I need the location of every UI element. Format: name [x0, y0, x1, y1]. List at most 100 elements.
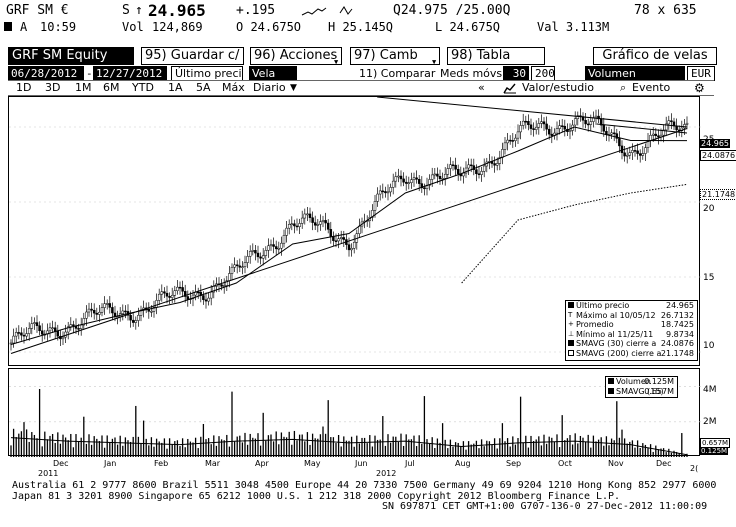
chevron-down-icon: ▼: [432, 58, 437, 66]
candle-body: [176, 286, 179, 291]
event-button[interactable]: Evento: [632, 81, 671, 94]
candle-body: [66, 326, 70, 333]
candle-body: [654, 133, 658, 136]
candle-body: [662, 129, 665, 136]
candle-body: [527, 120, 530, 126]
chevron-down-icon: ▼: [290, 83, 297, 93]
candle-body: [306, 213, 309, 216]
month-label: Mar: [205, 459, 221, 468]
candle-body: [423, 187, 426, 190]
legend-row-avg: + Promedio 18.7425: [566, 320, 697, 330]
candle-body: [243, 262, 247, 267]
legend-swatch-icon: [608, 387, 614, 394]
security-field[interactable]: GRF SM Equity: [8, 47, 134, 65]
candle-body: [615, 133, 619, 139]
period-3d[interactable]: 3D: [45, 81, 61, 94]
legend-value: 18.7425: [660, 320, 694, 330]
candle-body: [550, 133, 554, 136]
vol-legend-row-smavg: SMAVG (15) 0.657M: [606, 387, 677, 397]
candle-body: [644, 147, 647, 154]
period-1m[interactable]: 1M: [75, 81, 92, 94]
candle-body: [220, 284, 223, 287]
legend-label: Mínimo al 11/25/11: [576, 329, 654, 339]
sma30-tag: 24.0876: [700, 150, 736, 161]
candle-body: [464, 167, 468, 174]
lower-chart-select[interactable]: Volumen: [585, 66, 685, 81]
chevron-down-icon: ▼: [334, 58, 339, 66]
candle-body: [358, 225, 361, 234]
month-label: Sep: [506, 459, 522, 468]
month-label: Nov: [608, 459, 624, 468]
candle-body: [85, 311, 88, 319]
candle-body: [493, 163, 496, 166]
candle-body: [521, 120, 525, 126]
candle-body: [670, 120, 673, 123]
candle-body: [625, 154, 629, 157]
ticker-label: GRF SM €: [6, 3, 69, 18]
candle-body: [14, 332, 18, 337]
candle-body: [256, 252, 260, 258]
period-ytd[interactable]: YTD: [132, 81, 154, 94]
candle-body: [251, 250, 255, 252]
candle-body: [22, 334, 26, 337]
price-legend: Último precio 24.965 T Máximo al 10/05/1…: [565, 300, 698, 361]
change-menu-button[interactable]: 97) Camb: [350, 47, 440, 65]
candle-body: [319, 221, 322, 225]
end-date-input[interactable]: 12/27/2012: [93, 66, 167, 81]
table-button[interactable]: 98) Tabla: [447, 47, 545, 65]
candle-body: [254, 250, 257, 254]
sma200-tag: 21.1748: [700, 189, 736, 200]
value-study-button[interactable]: Valor/estudio: [522, 81, 594, 94]
candle-body: [303, 213, 307, 219]
start-date-input[interactable]: 06/28/2012: [8, 66, 84, 81]
candle-body: [397, 175, 400, 178]
candle-body: [95, 312, 99, 315]
legend-swatch-icon: [568, 349, 574, 356]
period-max[interactable]: Máx: [222, 81, 245, 94]
compare-button[interactable]: 11) Comparar: [359, 67, 436, 80]
volume-chart-panel[interactable]: Volumen 0.125M SMAVG (15) 0.657M: [8, 368, 701, 457]
candle-body: [168, 296, 171, 298]
candle-body: [404, 181, 408, 184]
legend-label: Último precio: [576, 301, 630, 310]
period-5a[interactable]: 5A: [196, 81, 211, 94]
price-chart-panel[interactable]: Último precio 24.965 T Máximo al 10/05/1…: [8, 96, 701, 366]
footer-line-3: SN 697871 CET GMT+1:00 G707-136-0 27-Dec…: [382, 501, 708, 512]
period-1d[interactable]: 1D: [16, 81, 32, 94]
chart-style-select[interactable]: Vela: [249, 66, 297, 81]
period-6m[interactable]: 6M: [103, 81, 120, 94]
candle-body: [675, 125, 678, 131]
mavg-period-2-input[interactable]: 200: [531, 66, 555, 81]
side-indicator: S: [122, 3, 130, 18]
candle-body: [573, 118, 577, 126]
candle-body: [100, 307, 104, 313]
candle-body: [597, 115, 600, 120]
candle-body: [137, 315, 140, 321]
bid-ask-size: 78 x 635: [634, 3, 697, 18]
currency-select[interactable]: EUR: [687, 66, 715, 81]
price-field-select[interactable]: Último preci: [171, 66, 243, 81]
candle-body: [155, 300, 158, 308]
price-chart: [9, 97, 701, 354]
candle-body: [82, 318, 86, 326]
candle-body: [371, 210, 374, 218]
candle-body: [311, 217, 314, 223]
candle-body: [540, 121, 543, 124]
candle-body: [298, 223, 301, 227]
candle-body: [272, 244, 275, 247]
candle-body: [61, 336, 65, 340]
legend-value: 24.965: [666, 301, 694, 310]
actions-menu-button[interactable]: 96) Acciones: [250, 47, 342, 65]
collapse-icon[interactable]: «: [478, 81, 485, 94]
mavg-period-1-input[interactable]: 30: [503, 66, 529, 81]
candle-body: [150, 311, 153, 313]
frequency-select[interactable]: Diario: [253, 81, 286, 94]
candle-body: [339, 237, 343, 239]
legend-label: Promedio: [576, 320, 614, 330]
month-label: Oct: [558, 459, 572, 468]
settings-gear-icon[interactable]: ⚙: [694, 81, 705, 95]
save-as-button[interactable]: 95) Guardar c/: [141, 47, 244, 65]
open-value: O 24.675O: [236, 20, 302, 34]
candle-body: [163, 291, 166, 294]
period-1a[interactable]: 1A: [168, 81, 183, 94]
